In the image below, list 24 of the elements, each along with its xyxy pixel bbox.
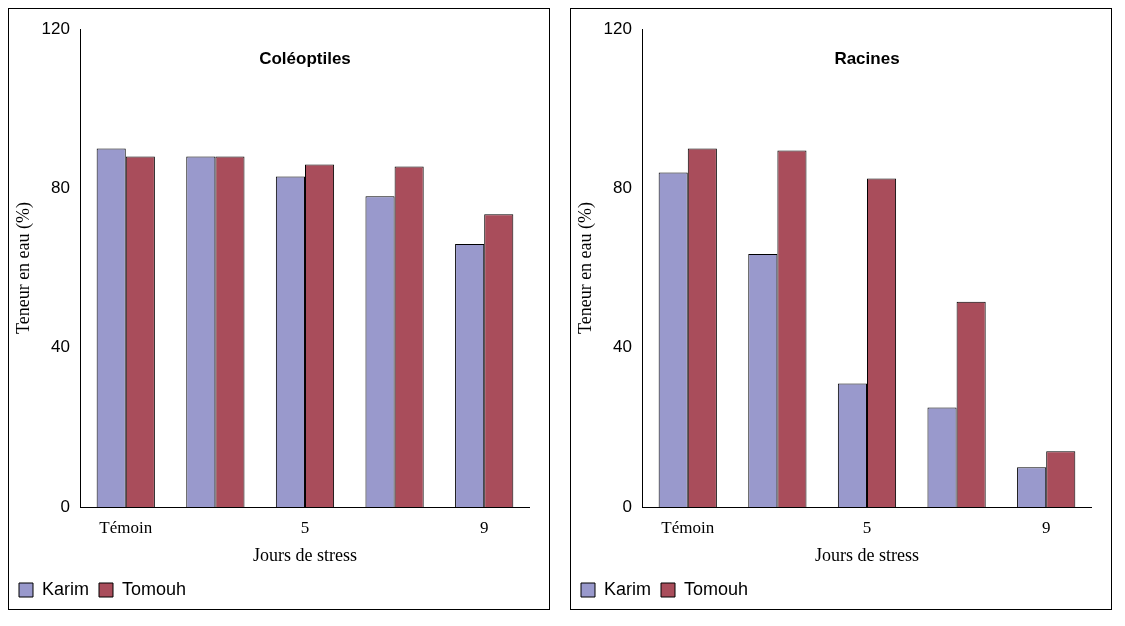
y-axis-title: Teneur en eau (%) <box>574 201 596 335</box>
y-tick-label: 120 <box>603 18 632 38</box>
x-tick-label: 9 <box>479 517 489 537</box>
legend-label: Tomouh <box>684 578 749 599</box>
legend-label: Tomouh <box>122 578 187 599</box>
x-tick-label: 5 <box>862 517 872 537</box>
y-tick-label: 40 <box>51 337 70 357</box>
y-tick-label: 80 <box>613 178 632 198</box>
x-axis-title: Jours de stress <box>814 544 919 565</box>
x-tick-label: Témoin <box>99 517 153 537</box>
legend-label: Karim <box>604 578 652 599</box>
x-axis-title: Jours de stress <box>252 544 357 565</box>
legend-label: Karim <box>42 578 90 599</box>
y-tick-label: 120 <box>41 18 70 38</box>
x-tick-label: 9 <box>1041 517 1051 537</box>
y-tick-label: 40 <box>613 337 632 357</box>
y-axis-title: Teneur en eau (%) <box>12 201 34 335</box>
text: Coléoptiles <box>259 48 351 68</box>
y-tick-label: 0 <box>622 496 632 516</box>
text: Racines <box>834 48 900 68</box>
x-tick-label: 5 <box>300 517 310 537</box>
x-tick-label: Témoin <box>661 517 715 537</box>
y-tick-label: 80 <box>51 178 70 198</box>
y-tick-label: 0 <box>60 496 70 516</box>
